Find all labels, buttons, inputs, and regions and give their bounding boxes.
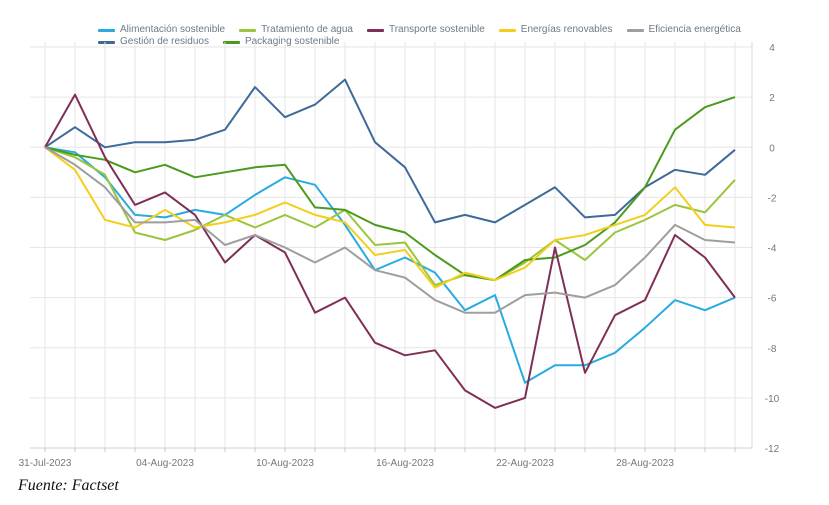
- legend-label: Packaging sostenible: [244, 36, 340, 47]
- y-tick-label: 0: [769, 143, 775, 154]
- chart-legend: Alimentación sostenible Tratamiento de ag…: [98, 24, 778, 48]
- legend-label: Eficiencia energética: [648, 24, 741, 35]
- legend-label: Energías renovables: [520, 24, 613, 35]
- y-tick-label: -2: [768, 193, 777, 204]
- legend-row: Gestión de residuos Packaging sostenible: [98, 36, 778, 48]
- y-tick-label: 2: [769, 93, 775, 104]
- line-chart: 4 2 0 -2 -4 -6 -8 -10 -12 31-Jul-2023 04-Aug-2023…: [19, 42, 780, 469]
- legend-item[interactable]: Energías renovables: [498, 24, 613, 36]
- grid: [30, 42, 752, 449]
- x-tick-label: 31-Jul-2023: [19, 458, 72, 469]
- legend-swatch: [366, 28, 384, 32]
- x-tick-label: 28-Aug-2023: [616, 458, 674, 469]
- y-tick-label: -6: [768, 294, 777, 305]
- series-line-packaging-sostenible: [44, 96, 736, 282]
- y-tick-label: -8: [768, 344, 777, 355]
- series-lines: [44, 78, 736, 409]
- y-tick-label: -10: [765, 394, 780, 405]
- legend-item[interactable]: Packaging sostenible: [222, 36, 340, 48]
- series-line-eficiencia-energética: [44, 146, 736, 314]
- legend-item[interactable]: Alimentación sostenible: [98, 24, 225, 36]
- legend-item[interactable]: Transporte sostenible: [366, 24, 485, 36]
- series-line-alimentación-sostenible: [44, 146, 736, 384]
- legend-item[interactable]: Gestión de residuos: [98, 36, 209, 48]
- y-tick-label: 4: [769, 43, 775, 54]
- legend-swatch: [626, 28, 644, 32]
- legend-swatch: [98, 28, 115, 32]
- legend-swatch: [239, 28, 257, 32]
- legend-swatch: [222, 40, 240, 44]
- legend-swatch: [98, 40, 115, 44]
- series-line-tratamiento-de-agua: [44, 146, 736, 287]
- x-tick-label: 04-Aug-2023: [136, 458, 194, 469]
- x-tick-label: 16-Aug-2023: [376, 458, 434, 469]
- y-tick-label: -4: [768, 244, 777, 255]
- legend-item[interactable]: Eficiencia energética: [626, 24, 741, 36]
- legend-label: Tratamiento de agua: [261, 24, 353, 35]
- legend-item[interactable]: Tratamiento de agua: [239, 24, 353, 36]
- x-axis: 31-Jul-2023 04-Aug-2023 10-Aug-2023 16-Aug-…: [19, 447, 752, 469]
- source-note: Fuente: Factset: [18, 477, 119, 494]
- x-tick-label: 10-Aug-2023: [256, 458, 314, 469]
- series-line-energías-renovables: [44, 146, 736, 289]
- series-line-transporte-sostenible: [44, 93, 736, 409]
- legend-swatch: [498, 28, 516, 32]
- legend-row: Alimentación sostenible Tratamiento de ag…: [98, 24, 778, 36]
- x-tick-label: 22-Aug-2023: [496, 458, 554, 469]
- legend-label: Transporte sostenible: [388, 24, 485, 35]
- series-line-gestión-de-residuos: [44, 78, 736, 224]
- legend-label: Alimentación sostenible: [120, 24, 226, 35]
- legend-label: Gestión de residuos: [120, 36, 209, 47]
- y-tick-label: -12: [765, 444, 780, 455]
- y-axis: 4 2 0 -2 -4 -6 -8 -10 -12: [751, 42, 780, 455]
